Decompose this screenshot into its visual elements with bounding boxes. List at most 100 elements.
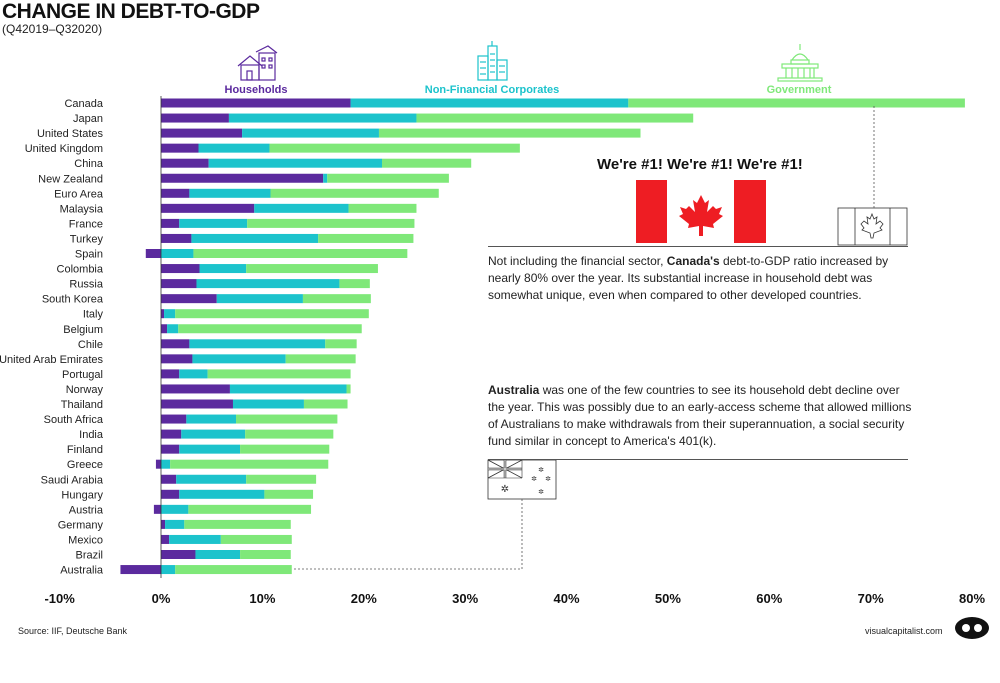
bar-government: [302, 294, 371, 304]
bar-government: [175, 309, 369, 319]
bar-non-financial-corporates: [179, 218, 248, 228]
bar-households: [161, 113, 229, 123]
category-label: Thailand: [61, 399, 103, 411]
bar-non-financial-corporates: [176, 474, 247, 484]
bar-non-financial-corporates: [196, 279, 340, 289]
bar-households: [161, 519, 166, 529]
bar-households: [161, 339, 190, 349]
bar-households: [161, 354, 193, 364]
category-label: Spain: [75, 249, 103, 261]
x-tick-label: -10%: [44, 591, 75, 606]
bar-non-financial-corporates: [161, 504, 189, 514]
bar-households: [161, 534, 170, 544]
bar-households: [145, 249, 161, 258]
category-label: Greece: [67, 459, 103, 471]
bar-households: [161, 279, 197, 289]
bar-government: [381, 158, 472, 168]
bar-households: [155, 459, 161, 469]
bar-government: [285, 354, 356, 364]
x-tick-label: 30%: [452, 591, 478, 606]
bar-government: [170, 459, 329, 469]
canada-note-divider: [488, 246, 908, 247]
bar-non-financial-corporates: [254, 203, 349, 213]
bar-government: [240, 444, 330, 454]
bar-non-financial-corporates: [179, 444, 241, 454]
bar-non-financial-corporates: [192, 354, 286, 364]
category-label: South Africa: [44, 414, 104, 426]
capitol-building-icon: [777, 44, 823, 82]
bar-non-financial-corporates: [208, 158, 382, 168]
category-label: India: [79, 429, 104, 441]
bar-households: [161, 324, 168, 334]
bar-government: [628, 98, 965, 108]
australia-note-divider: [488, 459, 908, 460]
legend-government: Government: [767, 84, 832, 96]
category-label: Hungary: [61, 489, 103, 501]
bar-government: [175, 565, 292, 575]
bar-households: [161, 203, 255, 213]
bar-non-financial-corporates: [186, 414, 237, 424]
house-icon: [237, 45, 278, 81]
bar-government: [178, 324, 362, 334]
category-label: South Korea: [42, 294, 104, 306]
category-label: Germany: [58, 519, 104, 531]
x-tick-label: 20%: [351, 591, 377, 606]
bar-government: [346, 384, 351, 394]
bar-non-financial-corporates: [161, 565, 176, 575]
svg-text:✲: ✲: [538, 488, 544, 496]
bar-non-financial-corporates: [189, 339, 326, 349]
bar-non-financial-corporates: [164, 309, 176, 319]
bar-non-financial-corporates: [191, 233, 319, 243]
canada-note-bold: Canada's: [666, 254, 720, 268]
canada-note: Not including the financial sector, Cana…: [488, 253, 918, 304]
category-label: Euro Area: [54, 188, 104, 200]
bar-government: [416, 113, 694, 123]
bar-government: [193, 249, 408, 258]
bar-government: [188, 504, 312, 514]
category-label: Mexico: [68, 534, 103, 546]
bar-households: [120, 565, 161, 575]
bar-households: [161, 309, 165, 319]
bar-government: [246, 474, 317, 484]
bar-non-financial-corporates: [232, 399, 304, 409]
bar-non-financial-corporates: [179, 489, 265, 499]
bar-households: [161, 128, 243, 138]
category-label: Portugal: [62, 369, 103, 381]
bar-households: [161, 233, 192, 243]
bar-non-financial-corporates: [161, 459, 171, 469]
bar-households: [153, 504, 161, 514]
x-tick-label: 60%: [756, 591, 782, 606]
bar-non-financial-corporates: [199, 264, 247, 274]
x-tick-labels: -10% 0% 10% 20% 30% 40% 50% 60% 70% 80%: [44, 591, 985, 606]
bar-government: [240, 550, 291, 559]
bar-government: [207, 369, 351, 379]
category-label: Australia: [60, 565, 104, 577]
category-labels: Canada Japan United States United Kingdom Ch…: [0, 98, 104, 577]
bar-households: [161, 399, 233, 409]
bar-government: [303, 399, 348, 409]
legend-non-financial-corporates: Non-Financial Corporates: [425, 84, 559, 96]
australia-leader-line: [292, 499, 523, 570]
bar-government: [325, 339, 357, 349]
bar-non-financial-corporates: [350, 98, 629, 108]
category-label: Brazil: [75, 550, 103, 562]
bar-government: [236, 414, 338, 424]
bar-households: [161, 264, 200, 274]
bar-non-financial-corporates: [323, 173, 328, 183]
bar-non-financial-corporates: [228, 113, 417, 123]
category-label: France: [69, 218, 103, 230]
bar-households: [161, 414, 187, 424]
bar-households: [161, 369, 180, 379]
bar-households: [161, 444, 180, 454]
category-label: Norway: [66, 384, 104, 396]
office-buildings-icon: [477, 41, 508, 81]
category-label: United Arab Emirates: [0, 354, 103, 366]
bar-government: [264, 489, 314, 499]
bar-non-financial-corporates: [229, 384, 347, 394]
x-tick-label: 80%: [959, 591, 985, 606]
australia-note-bold: Australia: [488, 383, 540, 397]
bar-government: [247, 218, 415, 228]
canada-note-pre: Not including the financial sector,: [488, 254, 667, 268]
category-label: United States: [37, 128, 104, 140]
